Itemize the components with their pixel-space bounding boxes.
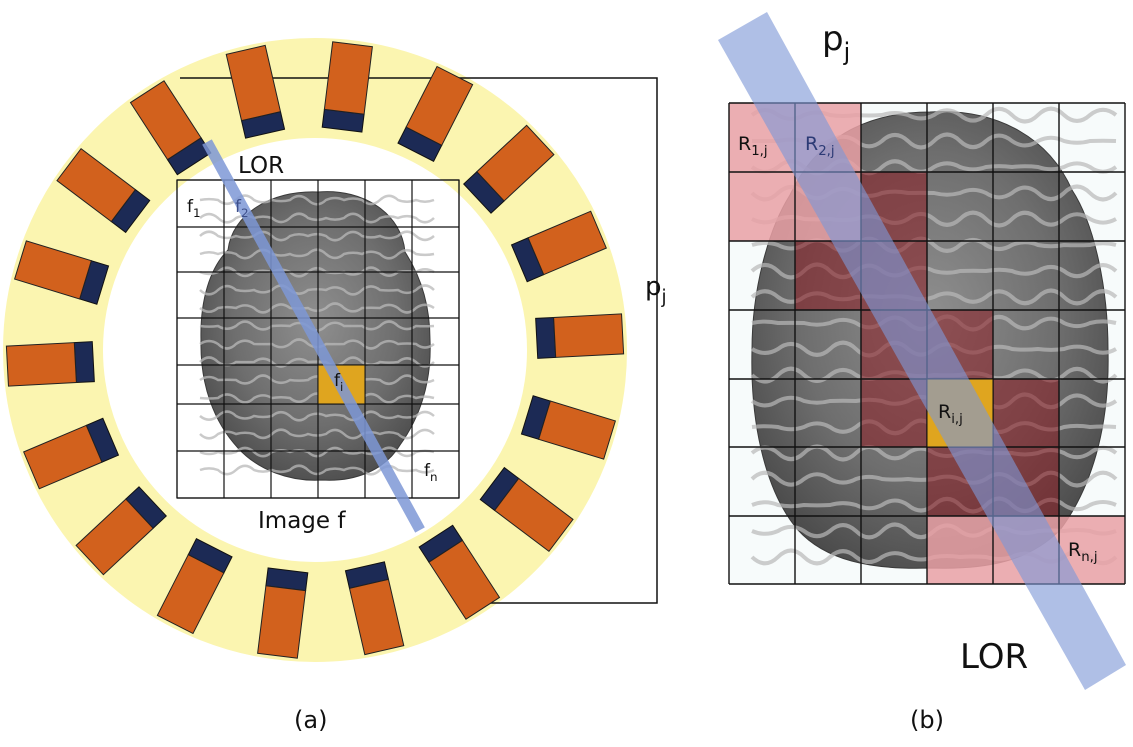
detector-block xyxy=(479,466,574,553)
panel-b: pj LOR R1,j R2,j Ri,j Rn,j (b) xyxy=(718,12,1126,734)
detector-block xyxy=(56,147,151,234)
detector-block xyxy=(257,567,309,659)
detector-block xyxy=(75,486,167,576)
weight-label-rnj: Rn,j xyxy=(1068,539,1098,565)
projection-label-b: pj xyxy=(822,19,850,66)
detector-block xyxy=(129,80,212,176)
weight-label-r1j: R1,j xyxy=(738,133,768,159)
lor-line-a xyxy=(202,139,425,533)
image-f-label: Image f xyxy=(258,508,346,534)
detector-block xyxy=(344,561,405,656)
detector-block xyxy=(397,65,474,162)
detector-blocks xyxy=(5,41,625,659)
detector-block xyxy=(520,395,617,460)
pixel-label-f1: f1 xyxy=(187,197,201,220)
detector-block xyxy=(418,524,501,620)
caption-a: (a) xyxy=(294,706,327,734)
detector-block xyxy=(13,240,110,305)
detector-block xyxy=(225,44,286,139)
weight-label-r2j: R2,j xyxy=(805,133,835,159)
lor-band-b xyxy=(718,12,1126,690)
detector-block xyxy=(5,341,95,387)
detector-block xyxy=(535,313,625,359)
detector-block xyxy=(510,210,607,283)
projection-label-a: pj xyxy=(645,272,667,308)
detector-block xyxy=(156,538,233,635)
panel-a: LOR Image f f1 f2 fi fn pj (a) xyxy=(3,38,667,734)
pixel-label-f2: f2 xyxy=(235,197,249,220)
projection-bracket xyxy=(180,77,658,604)
lor-label-b: LOR xyxy=(960,637,1028,677)
pixel-label-fn: fn xyxy=(424,461,438,484)
detector-block xyxy=(23,417,120,490)
pixel-label-fi: fi xyxy=(334,371,343,394)
caption-b: (b) xyxy=(910,706,944,734)
detector-block xyxy=(321,41,373,133)
detector-block xyxy=(463,124,555,214)
weight-label-rij: Ri,j xyxy=(938,401,963,427)
lor-label-a: LOR xyxy=(238,153,284,179)
